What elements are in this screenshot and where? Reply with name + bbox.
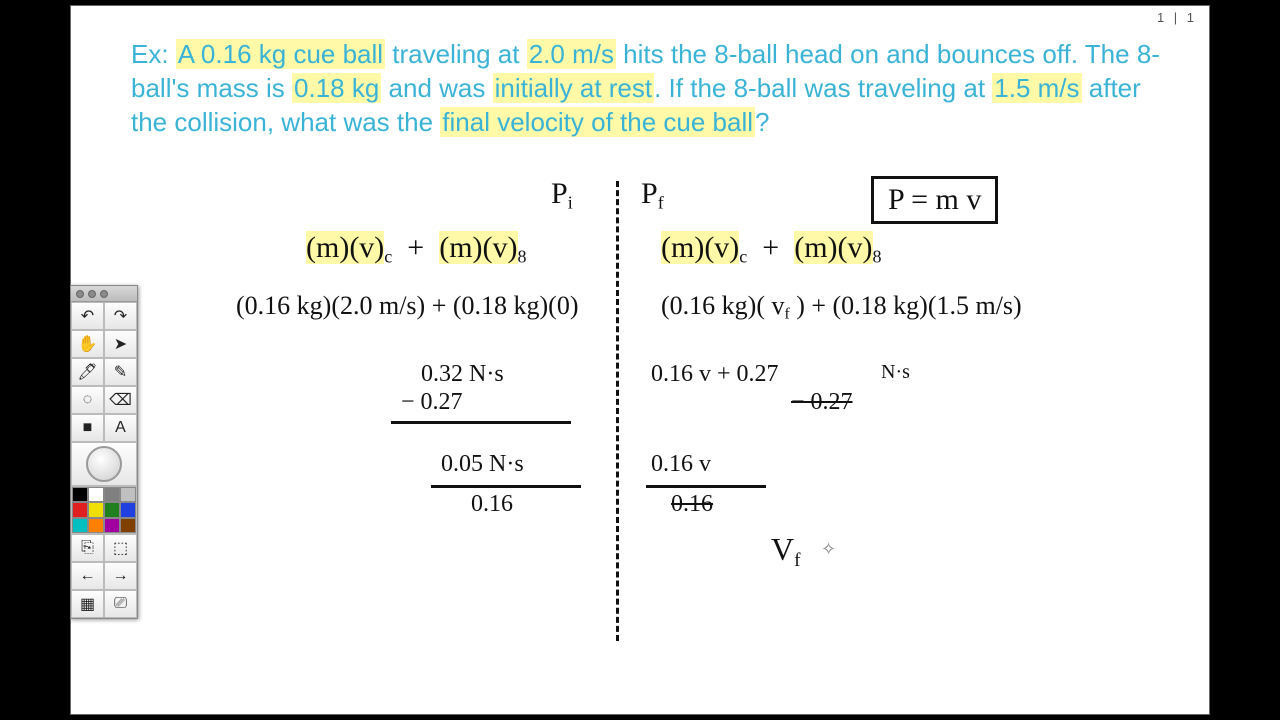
eq2r2: ) + (0.18 kg)(1.5 m/s) — [790, 291, 1022, 320]
eq1-left: (m)(v)c + (m)(v)8 — [306, 231, 527, 267]
window-dot[interactable] — [88, 290, 96, 298]
swatch[interactable] — [72, 502, 88, 517]
eq4-rbot: 0.16 — [671, 491, 713, 518]
label-ex: Ex: — [131, 39, 176, 69]
page-counter: 1 | 1 — [1157, 10, 1197, 25]
undo-button[interactable]: ↶ — [71, 302, 104, 330]
mv3: (m)(v) — [661, 231, 739, 264]
select-tool[interactable]: ➤ — [104, 330, 137, 358]
eq2-left: (0.16 kg)(2.0 m/s) + (0.18 kg)(0) — [236, 291, 579, 321]
vf: Vf — [771, 531, 801, 572]
sub-8: 8 — [518, 246, 527, 266]
hl-question: final velocity of the cue ball — [440, 107, 755, 137]
hl-rest: initially at rest — [493, 73, 655, 103]
eq3-la: 0.32 N·s — [421, 361, 504, 388]
eq-pi: Pi — [551, 177, 573, 213]
layers-button[interactable]: ⬚ — [104, 534, 137, 562]
eq4-r-bar — [646, 485, 766, 488]
eraser-tool[interactable]: ⌫ — [104, 386, 137, 414]
eq4-ltop: 0.05 N·s — [441, 451, 524, 478]
hl-mass-8: 0.18 kg — [292, 73, 381, 103]
grid-button[interactable]: ▦ — [71, 590, 104, 618]
swatch[interactable] — [88, 487, 104, 502]
mv4: (m)(v) — [794, 231, 872, 264]
eq2-right: (0.16 kg)( vf ) + (0.18 kg)(1.5 m/s) — [661, 291, 1022, 324]
sym-p: P — [641, 177, 658, 210]
txt: . If the 8-ball was traveling at — [654, 73, 992, 103]
swatch[interactable] — [104, 487, 120, 502]
vf-sub: f — [794, 550, 800, 571]
color-wheel[interactable] — [71, 442, 137, 486]
redo-button[interactable]: ↷ — [104, 302, 137, 330]
txt: and was — [381, 73, 492, 103]
mv1: (m)(v) — [306, 231, 384, 264]
sub-c: c — [739, 246, 747, 266]
hl-v-cue: 2.0 m/s — [527, 39, 616, 69]
swatch[interactable] — [88, 502, 104, 517]
swatch[interactable] — [88, 518, 104, 533]
work-area: P = m v Pi Pf (m)(v)c + (m)(v)8 (m)(v)c … — [71, 171, 1209, 714]
pencil-tool[interactable]: ✎ — [104, 358, 137, 386]
color-palette[interactable] — [71, 486, 137, 534]
swatch[interactable] — [104, 518, 120, 533]
present-button[interactable]: ⎚ — [104, 590, 137, 618]
swatch[interactable] — [120, 518, 136, 533]
sym-f: f — [658, 192, 664, 212]
txt: ? — [755, 107, 769, 137]
swatch[interactable] — [72, 487, 88, 502]
txt: traveling at — [385, 39, 527, 69]
plus: + — [762, 231, 779, 264]
pen-tool[interactable]: 🖊 — [71, 358, 104, 386]
eq3-unit: N·s — [881, 361, 910, 384]
sub-8: 8 — [873, 246, 882, 266]
window-dot[interactable] — [76, 290, 84, 298]
hand-tool[interactable]: ✋ — [71, 330, 104, 358]
eq3-lb: − 0.27 — [401, 389, 463, 416]
sym-i: i — [568, 192, 573, 212]
export-button[interactable]: ⎘ — [71, 534, 104, 562]
eq3-ra: 0.16 v + 0.27 — [651, 361, 779, 388]
window-dot[interactable] — [100, 290, 108, 298]
vf-v: V — [771, 531, 794, 567]
eq3-rb: − 0.27 — [791, 389, 853, 416]
eq1-right: (m)(v)c + (m)(v)8 — [661, 231, 882, 267]
sub-c: c — [384, 246, 392, 266]
swatch[interactable] — [120, 487, 136, 502]
swatch[interactable] — [104, 502, 120, 517]
sym-p: P — [551, 177, 568, 210]
formula-box: P = m v — [871, 176, 998, 224]
divider-dashed — [616, 181, 619, 641]
eq3-l-bar — [391, 421, 571, 424]
plus: + — [407, 231, 424, 264]
fill-tool[interactable]: ■ — [71, 414, 104, 442]
problem-text: Ex: A 0.16 kg cue ball traveling at 2.0 … — [131, 38, 1169, 139]
swatch[interactable] — [120, 502, 136, 517]
tool-palette[interactable]: ↶ ↷ ✋ ➤ 🖊 ✎ ◌ ⌫ ■ A ⎘ ⬚ ← → ▦ ⎚ — [70, 285, 138, 619]
toolbar-grid: ↶ ↷ ✋ ➤ 🖊 ✎ ◌ ⌫ ■ A ⎘ ⬚ ← → ▦ ⎚ — [71, 302, 137, 618]
whiteboard-canvas: 1 | 1 Ex: A 0.16 kg cue ball traveling a… — [70, 5, 1210, 715]
cursor-indicator: ✧ — [821, 539, 836, 560]
hl-v8: 1.5 m/s — [992, 73, 1081, 103]
eq4-l-bar — [431, 485, 581, 488]
hl-mass-cue: A 0.16 kg cue ball — [176, 39, 385, 69]
eq2r1: (0.16 kg)( v — [661, 291, 784, 320]
swatch[interactable] — [72, 518, 88, 533]
next-button[interactable]: → — [104, 562, 137, 590]
eq-pf: Pf — [641, 177, 664, 213]
text-tool[interactable]: A — [104, 414, 137, 442]
mv2: (m)(v) — [439, 231, 517, 264]
eq4-lbot: 0.16 — [471, 491, 513, 518]
toolbar-titlebar[interactable] — [71, 286, 137, 302]
prev-button[interactable]: ← — [71, 562, 104, 590]
eq4-rtop: 0.16 v — [651, 451, 711, 478]
shape-tool[interactable]: ◌ — [71, 386, 104, 414]
wheel-icon — [86, 446, 122, 482]
